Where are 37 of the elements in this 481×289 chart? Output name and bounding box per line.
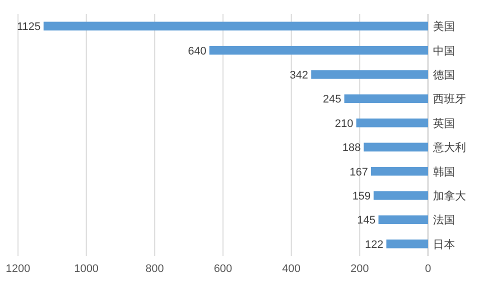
bar: [311, 70, 428, 79]
data-label: 210: [334, 118, 354, 130]
y-tick-label: 西班牙: [433, 92, 466, 106]
data-label: 640: [188, 45, 206, 58]
y-tick-label: 中国: [433, 44, 455, 58]
bar: [378, 215, 428, 224]
x-tick-label: 600: [214, 263, 232, 275]
y-tick-label: 日本: [433, 238, 455, 251]
bar: [364, 142, 428, 152]
data-label: 145: [357, 214, 376, 227]
y-tick-label: 加拿大: [433, 190, 466, 202]
data-label: 245: [322, 94, 342, 106]
data-label: 167: [350, 166, 368, 178]
x-tick-label: 200: [350, 263, 369, 275]
bar: [374, 191, 428, 200]
y-tick-label: 韩国: [433, 165, 455, 178]
x-tick-label: 1000: [74, 263, 99, 275]
x-tick-label: 400: [282, 263, 301, 275]
bar: [386, 240, 428, 248]
x-tick-label: 1200: [6, 263, 30, 275]
data-label: 188: [342, 142, 361, 154]
data-label: 122: [364, 238, 384, 251]
bar: [209, 46, 428, 55]
x-tick-label: 800: [145, 263, 164, 275]
bar: [344, 94, 428, 104]
y-tick-label: 法国: [433, 214, 455, 227]
bar: [370, 166, 428, 176]
y-tick-label: 意大利: [432, 141, 466, 154]
y-tick-label: 英国: [433, 116, 455, 130]
y-tick-label: 美国: [433, 20, 455, 34]
bar: [44, 22, 428, 30]
y-tick-label: 德国: [433, 70, 455, 82]
x-tick-label: 0: [424, 263, 432, 275]
data-label: 159: [352, 190, 371, 202]
data-label: 1125: [16, 21, 41, 34]
bar: [356, 118, 428, 128]
data-label: 342: [290, 70, 308, 82]
